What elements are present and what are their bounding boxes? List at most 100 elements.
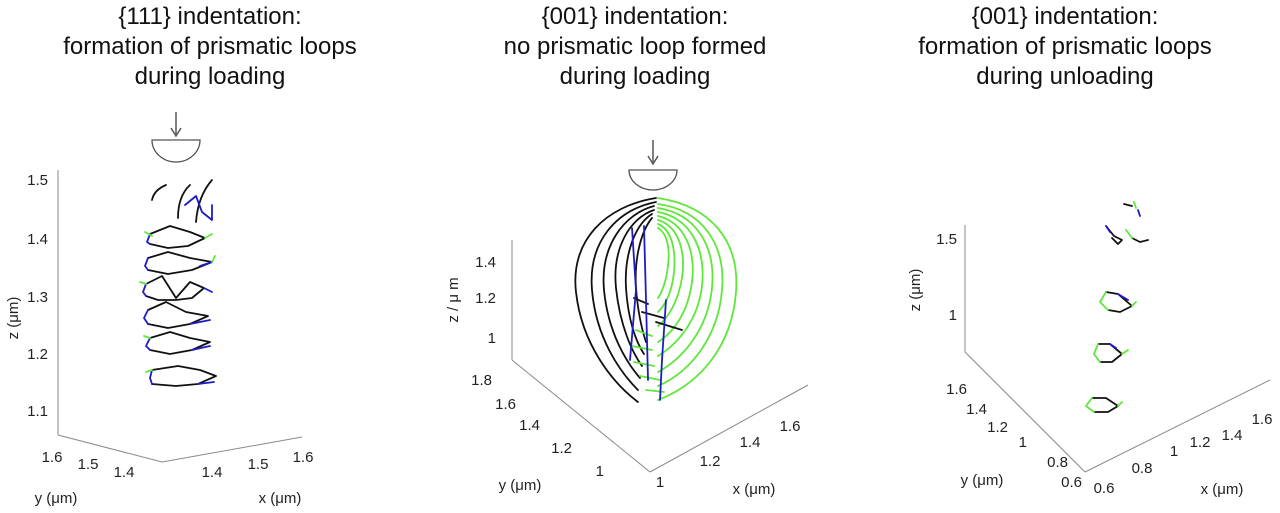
x-tick-label: 1.4 (202, 464, 223, 481)
dislocation-loop (145, 275, 205, 301)
dislocation-loop (151, 365, 217, 387)
title-line-3: during loading (134, 63, 286, 90)
dislocation-loop (657, 215, 694, 343)
dislocation-loop (211, 255, 216, 263)
dislocation-line (1137, 209, 1141, 217)
dislocation-loops (1085, 201, 1149, 413)
dislocation-loop (590, 201, 657, 391)
x-axis-line (1084, 379, 1271, 473)
dislocation-loop (143, 335, 151, 339)
z-tick-label: 1.5 (936, 231, 957, 248)
plot-3d-001-unloading: 1.5 1 z (μm) 1.6 1.4 1.2 1 0.8 0.6 y (μm… (907, 201, 1273, 498)
x-tick-labels: 0.6 0.8 1 1.2 1.4 1.6 (1094, 411, 1273, 497)
x-tick-label: 1.2 (1190, 434, 1211, 451)
dislocation-line (195, 179, 213, 223)
y-tick-label: 1 (596, 463, 604, 480)
y-tick-labels: 1.6 1.4 1.2 1 0.8 0.6 (946, 381, 1082, 491)
title-line-1: {111} indentation: (118, 3, 302, 30)
dislocation-loop (144, 231, 213, 239)
title-line-3: during unloading (976, 63, 1154, 90)
z-tick-label: 1.4 (27, 231, 48, 248)
dislocation-loop (139, 281, 147, 285)
z-tick-label: 1.2 (475, 290, 496, 307)
x-axis-line (161, 436, 303, 463)
dislocation-loop (145, 369, 153, 373)
y-tick-label: 0.8 (1047, 454, 1068, 471)
indenter-icon (151, 112, 201, 163)
x-axis-line (649, 384, 809, 473)
dislocation-loop (657, 219, 684, 327)
x-tick-label: 1.6 (293, 449, 314, 466)
plot-3d-001-loading: 1.4 1.2 1 z / μ m 1.8 1.6 1.4 1.2 1 y (μ… (445, 140, 809, 498)
z-tick-label: 1 (488, 330, 496, 347)
dislocation-loop (145, 337, 211, 351)
panel-title: {001} indentation: no prismatic loop for… (420, 2, 850, 92)
dislocation-loop (1085, 397, 1123, 413)
x-tick-labels: 1 1.2 1.4 1.6 (656, 418, 801, 491)
dislocation-loop (149, 331, 211, 355)
title-line-2: formation of prismatic loops (918, 33, 1212, 60)
dislocation-loop (142, 283, 213, 297)
y-tick-label: 1 (1019, 434, 1027, 451)
y-tick-label: 1.6 (495, 396, 516, 413)
y-axis-line (511, 359, 651, 473)
dislocation-loop (1093, 343, 1129, 363)
z-tick-label: 1.4 (475, 254, 496, 271)
x-tick-labels: 1.4 1.5 1.6 (202, 449, 314, 481)
dislocation-loop (147, 251, 213, 275)
dislocation-line (151, 184, 167, 201)
x-tick-label: 0.8 (1132, 460, 1153, 477)
x-tick-label: 0.6 (1094, 480, 1115, 497)
panel-title: {001} indentation: formation of prismati… (850, 2, 1280, 92)
title-line-3: during loading (559, 63, 711, 90)
dislocation-loop (146, 233, 151, 245)
y-tick-label: 1.6 (42, 449, 63, 466)
z-tick-label: 1.5 (27, 172, 48, 189)
panel-001-unloading: {001} indentation: formation of prismati… (850, 0, 1280, 513)
dislocation-loop (574, 197, 657, 403)
z-axis-label: z (μm) (5, 297, 22, 340)
x-tick-label: 1.2 (700, 453, 721, 470)
x-tick-label: 1.6 (780, 418, 801, 435)
dislocation-line (184, 195, 213, 221)
dislocation-loop (1097, 343, 1123, 363)
dislocation-loop (1109, 343, 1117, 349)
x-axis-label: x (μm) (259, 490, 302, 507)
y-tick-label: 0.6 (1061, 474, 1082, 491)
dislocation-line (1131, 237, 1149, 243)
dislocation-line (177, 184, 191, 219)
z-tick-labels: 1.5 1 (936, 231, 957, 324)
dislocation-loops (139, 179, 217, 387)
dislocation-loops (574, 197, 738, 403)
dislocation-line (1133, 201, 1137, 209)
dislocation-line (1123, 203, 1133, 207)
dislocation-loop (602, 205, 655, 379)
y-tick-label: 1.6 (946, 381, 967, 398)
dislocation-loop (657, 223, 676, 313)
panel-111-loading: {111} indentation: formation of prismati… (0, 0, 420, 513)
title-line-2: formation of prismatic loops (63, 33, 357, 60)
panel-title: {111} indentation: formation of prismati… (0, 2, 420, 92)
panel-001-loading: {001} indentation: no prismatic loop for… (420, 0, 850, 513)
y-tick-label: 1.8 (471, 372, 492, 389)
title-line-2: no prismatic loop formed (503, 33, 767, 60)
x-axis-label: x (μm) (733, 481, 776, 498)
indenter-icon (628, 140, 678, 191)
dislocation-loop (149, 369, 215, 385)
dislocation-loop (657, 227, 670, 299)
y-tick-label: 1.4 (114, 464, 135, 481)
dislocation-loop (657, 197, 738, 401)
x-tick-label: 1.4 (1222, 427, 1243, 444)
dislocation-line (1105, 225, 1123, 245)
y-axis-label: y (μm) (499, 477, 542, 494)
y-axis-label: y (μm) (961, 472, 1004, 489)
dislocation-loop (657, 207, 714, 373)
y-axis-line (964, 351, 1086, 473)
y-tick-label: 1.4 (966, 401, 987, 418)
dislocation-loop (1091, 397, 1119, 413)
z-tick-labels: 1.4 1.2 1 (475, 254, 496, 347)
z-tick-label: 1.2 (27, 346, 48, 363)
dislocation-line (629, 227, 637, 361)
dislocation-loop (144, 257, 213, 271)
dislocation-loop (614, 209, 655, 367)
